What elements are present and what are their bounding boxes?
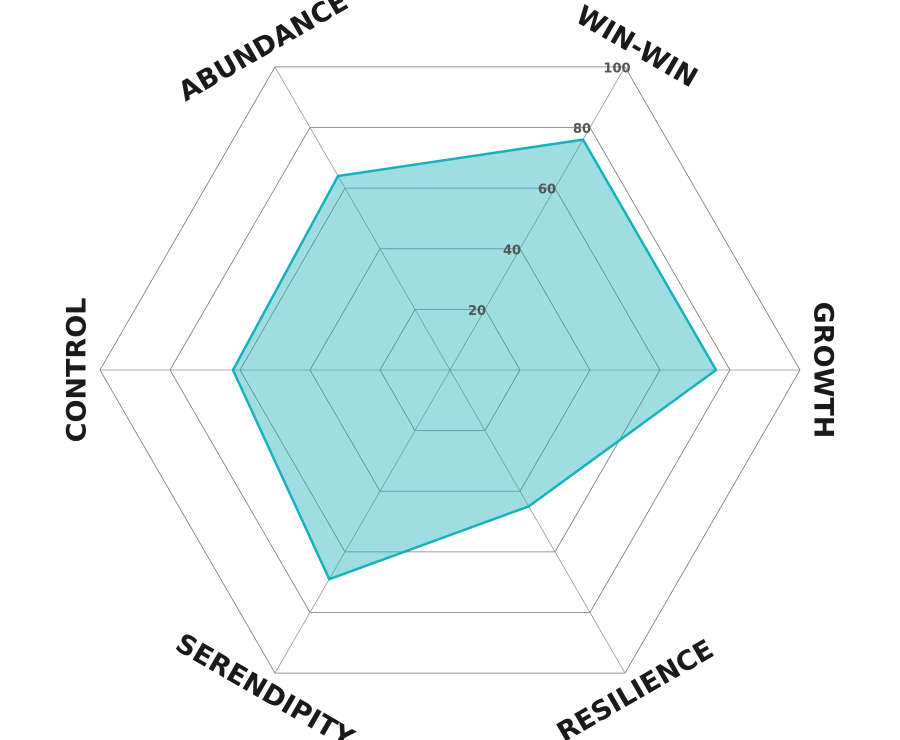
spoke (274, 66, 451, 371)
r-tick-label: 60 (538, 183, 556, 198)
r-tick-label: 80 (573, 122, 591, 137)
r-tick-label: 40 (503, 243, 521, 258)
spoke (274, 369, 451, 674)
category-label: ABUNDANCE (173, 0, 353, 108)
category-label: CONTROL (62, 298, 93, 443)
spoke (449, 66, 626, 371)
category-label: GROWTH (808, 302, 839, 439)
category-label: RESILIENCE (552, 634, 719, 740)
category-label: WIN-WIN (570, 0, 702, 94)
spoke (449, 369, 626, 674)
data-area (231, 138, 718, 581)
category-label: SERENDIPITY (170, 628, 359, 740)
r-tick-label: 20 (468, 304, 486, 319)
r-tick-label: 100 (603, 61, 630, 76)
